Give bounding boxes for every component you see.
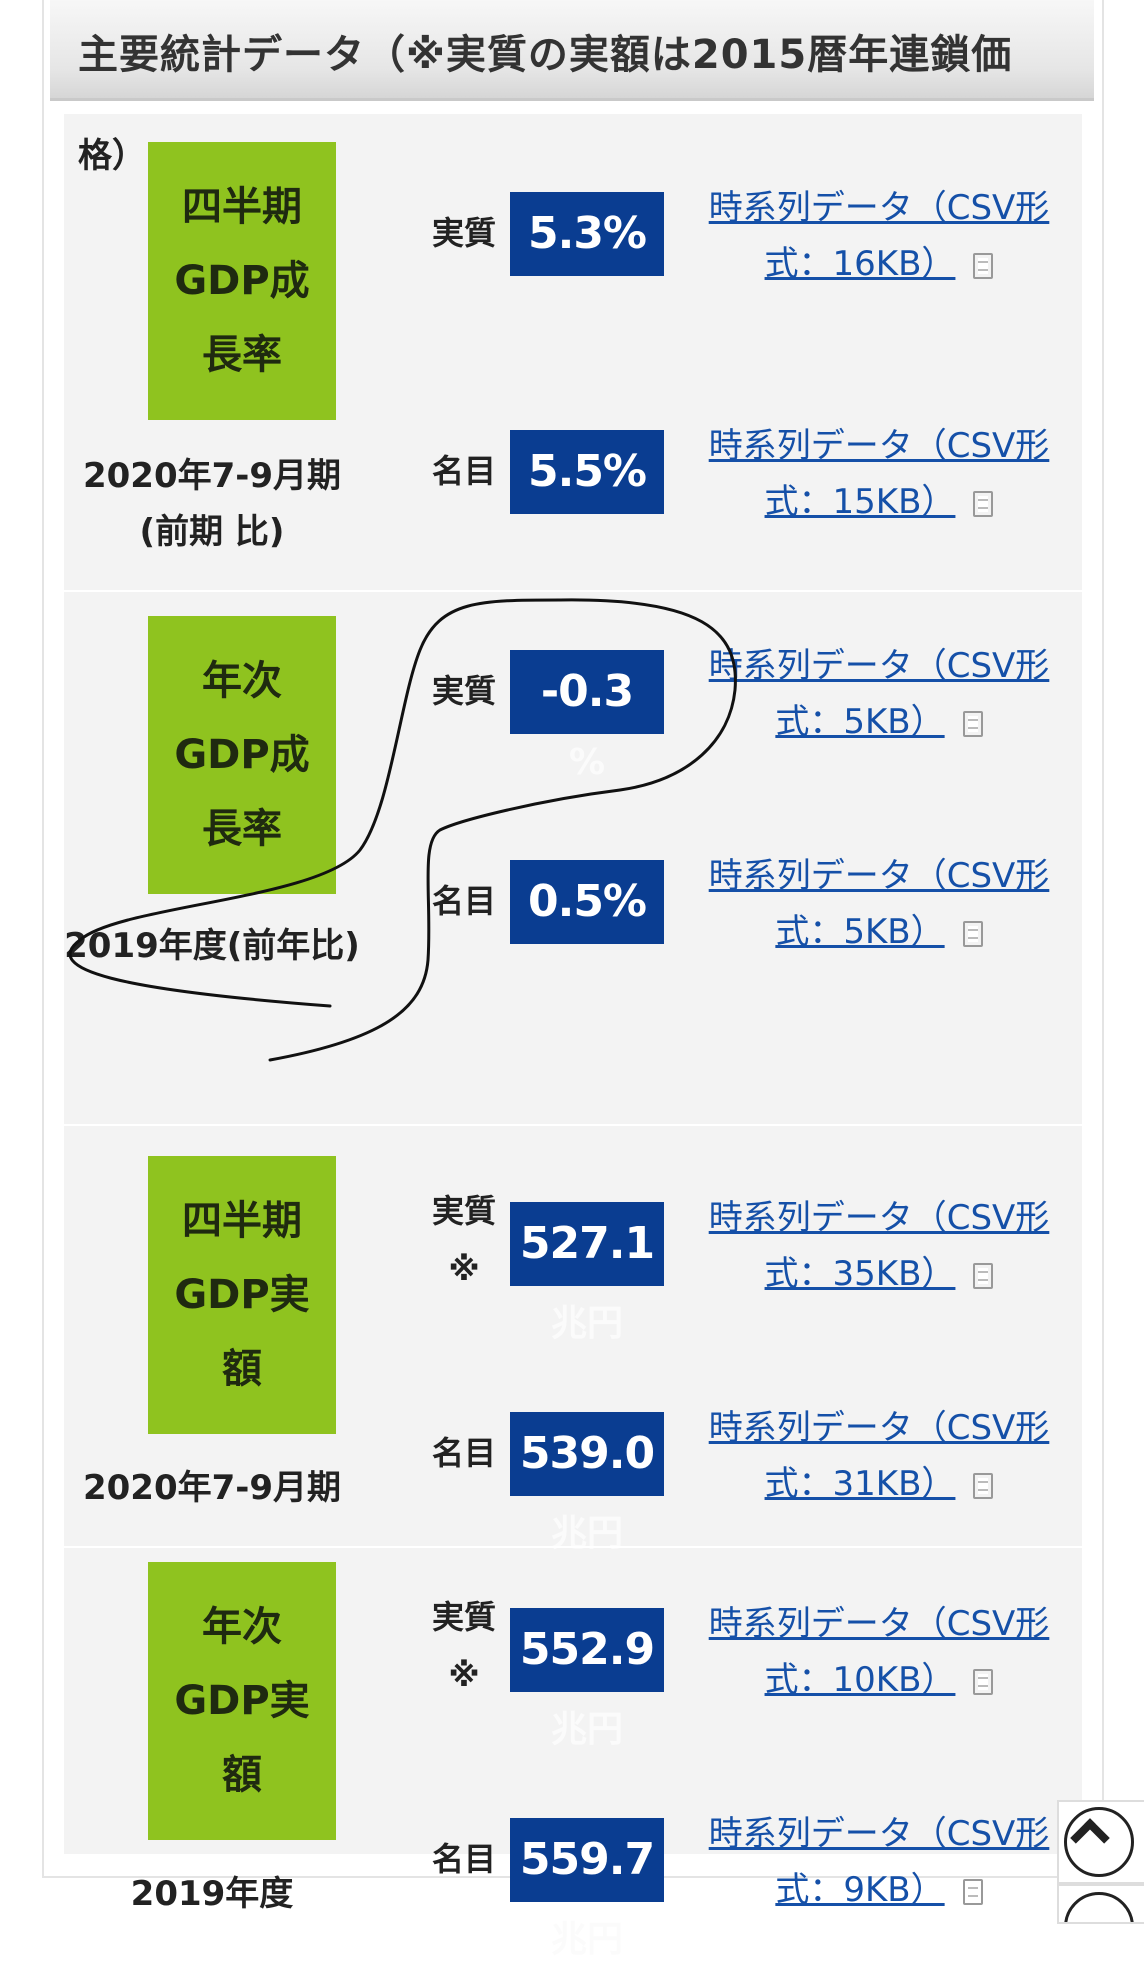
row-label: 実質 bbox=[431, 672, 496, 710]
link-text-line1[interactable]: 時系列データ（CSV形 bbox=[708, 1604, 1050, 1644]
row-label: 名目 bbox=[431, 1434, 496, 1472]
section-divider bbox=[64, 1546, 1082, 1548]
csv-download-link[interactable]: 時系列データ（CSV形式：5KB） bbox=[676, 848, 1082, 960]
value-unit: % bbox=[568, 742, 606, 783]
link-text-line1[interactable]: 時系列データ（CSV形 bbox=[708, 1198, 1050, 1238]
value-box: 539.0 bbox=[510, 1412, 664, 1496]
value-unit: 兆円 bbox=[550, 1709, 623, 1750]
document-icon bbox=[962, 1878, 983, 1905]
stat-badge-label: 四半期 GDP成 長率 bbox=[174, 184, 310, 378]
link-text-line2[interactable]: 式：35KB） bbox=[764, 1254, 956, 1294]
document-icon bbox=[973, 490, 994, 517]
stat-row-real: 実質 -0.3 % 時系列データ（CSV形式：5KB） bbox=[424, 646, 1082, 810]
stat-row-real: 実質 5.3% 時系列データ（CSV形式：16KB） bbox=[424, 188, 1082, 352]
value-box: 0.5% bbox=[510, 860, 664, 944]
stat-badge: 年次 GDP実 額 bbox=[148, 1562, 336, 1840]
csv-download-link[interactable]: 時系列データ（CSV形式：15KB） bbox=[676, 418, 1082, 530]
document-icon bbox=[973, 252, 994, 279]
stat-period: 2019年度(前年比) bbox=[64, 926, 360, 966]
link-text-line2[interactable]: 式：5KB） bbox=[775, 702, 945, 742]
stat-period: 2019年度 bbox=[130, 1874, 294, 1914]
stat-section-quarterly-amount: 四半期 GDP実 額 2020年7-9月期 実質 ※ 527.1 兆円 時系列デ… bbox=[64, 1126, 1082, 1554]
link-text-line2[interactable]: 式：10KB） bbox=[764, 1660, 956, 1700]
stat-row-nominal: 名目 559.7 兆円 時系列データ（CSV形式：9KB） bbox=[424, 1814, 1082, 1978]
row-label: 実質 ※ bbox=[431, 1598, 496, 1694]
scroll-circle bbox=[1064, 1807, 1134, 1877]
stat-row-real: 実質 ※ 527.1 兆円 時系列データ（CSV形式：35KB） bbox=[424, 1192, 1082, 1362]
stat-row-real: 実質 ※ 552.9 兆円 時系列データ（CSV形式：10KB） bbox=[424, 1598, 1082, 1768]
value-unit: 兆円 bbox=[550, 1303, 623, 1344]
stats-panel: 格） 四半期 GDP成 長率 2020年7-9月期(前期 比) 実質 5.3% … bbox=[64, 114, 1082, 1960]
document-icon bbox=[962, 920, 983, 947]
value-box: 527.1 bbox=[510, 1202, 664, 1286]
value-unit: 兆円 bbox=[550, 1919, 623, 1960]
stat-badge: 年次 GDP成 長率 bbox=[148, 616, 336, 894]
stat-badge-label: 年次 GDP実 額 bbox=[174, 1604, 310, 1798]
row-label: 名目 bbox=[431, 1840, 496, 1878]
csv-download-link[interactable]: 時系列データ（CSV形式：16KB） bbox=[676, 180, 1082, 292]
secondary-floating-button[interactable] bbox=[1057, 1884, 1144, 1924]
stat-period: 2020年7-9月期 bbox=[82, 1468, 342, 1508]
csv-download-link[interactable]: 時系列データ（CSV形式：31KB） bbox=[676, 1400, 1082, 1512]
stat-badge-label: 年次 GDP成 長率 bbox=[174, 658, 310, 852]
value-box: 559.7 bbox=[510, 1818, 664, 1902]
document-icon bbox=[962, 710, 983, 737]
link-text-line1[interactable]: 時系列データ（CSV形 bbox=[708, 1408, 1050, 1448]
document-icon bbox=[973, 1262, 994, 1289]
csv-download-link[interactable]: 時系列データ（CSV形式：35KB） bbox=[676, 1190, 1082, 1302]
link-text-line2[interactable]: 式：16KB） bbox=[764, 244, 956, 284]
value-box: -0.3 bbox=[510, 650, 664, 734]
link-text-line1[interactable]: 時系列データ（CSV形 bbox=[708, 188, 1050, 228]
row-label: 実質 ※ bbox=[431, 1192, 496, 1288]
value-box: 552.9 bbox=[510, 1608, 664, 1692]
value-box: 5.5% bbox=[510, 430, 664, 514]
link-text-line1[interactable]: 時系列データ（CSV形 bbox=[708, 426, 1050, 466]
document-icon bbox=[973, 1668, 994, 1695]
link-text-line1[interactable]: 時系列データ（CSV形 bbox=[708, 1814, 1050, 1854]
stat-badge-label: 四半期 GDP実 額 bbox=[174, 1198, 310, 1392]
stat-row-nominal: 名目 0.5% 時系列データ（CSV形式：5KB） bbox=[424, 856, 1082, 1020]
link-text-line2[interactable]: 式：15KB） bbox=[764, 482, 956, 522]
csv-download-link[interactable]: 時系列データ（CSV形式：10KB） bbox=[676, 1596, 1082, 1708]
circle-icon bbox=[1064, 1892, 1134, 1922]
link-text-line2[interactable]: 式：9KB） bbox=[775, 1870, 945, 1910]
row-label: 名目 bbox=[431, 452, 496, 490]
scroll-to-top-button[interactable] bbox=[1057, 1800, 1144, 1884]
csv-download-link[interactable]: 時系列データ（CSV形式：9KB） bbox=[676, 1806, 1082, 1918]
link-text-line2[interactable]: 式：5KB） bbox=[775, 912, 945, 952]
stat-section-annual-growth: 年次 GDP成 長率 2019年度(前年比) 実質 -0.3 % 時系列データ（… bbox=[64, 592, 1082, 1124]
section-divider bbox=[64, 1124, 1082, 1126]
stat-badge: 四半期 GDP実 額 bbox=[148, 1156, 336, 1434]
stat-period: 2020年7-9月期(前期 比) bbox=[82, 456, 342, 552]
section-title-tail: 格） bbox=[78, 136, 146, 176]
section-title: 主要統計データ（※実質の実額は2015暦年連鎖価 bbox=[78, 32, 1013, 78]
row-label: 名目 bbox=[431, 882, 496, 920]
stat-section-annual-amount: 年次 GDP実 額 2019年度 実質 ※ 552.9 兆円 時系列データ（CS… bbox=[64, 1548, 1082, 1960]
link-text-line1[interactable]: 時系列データ（CSV形 bbox=[708, 646, 1050, 686]
csv-download-link[interactable]: 時系列データ（CSV形式：5KB） bbox=[676, 638, 1082, 750]
link-text-line1[interactable]: 時系列データ（CSV形 bbox=[708, 856, 1050, 896]
section-header: 主要統計データ（※実質の実額は2015暦年連鎖価 bbox=[50, 0, 1094, 101]
section-divider bbox=[64, 590, 1082, 592]
stat-section-quarterly-growth: 四半期 GDP成 長率 2020年7-9月期(前期 比) 実質 5.3% 時系列… bbox=[64, 114, 1082, 590]
row-label: 実質 bbox=[431, 214, 496, 252]
stat-badge: 四半期 GDP成 長率 bbox=[148, 142, 336, 420]
stat-row-nominal: 名目 539.0 兆円 時系列データ（CSV形 式：31KB） bbox=[424, 1408, 1082, 1572]
document-icon bbox=[973, 1472, 994, 1499]
stat-row-nominal: 名目 5.5% 時系列データ（CSV形式：15KB） bbox=[424, 426, 1082, 590]
link-text-line2[interactable]: 式：31KB） bbox=[764, 1464, 956, 1504]
value-box: 5.3% bbox=[510, 192, 664, 276]
